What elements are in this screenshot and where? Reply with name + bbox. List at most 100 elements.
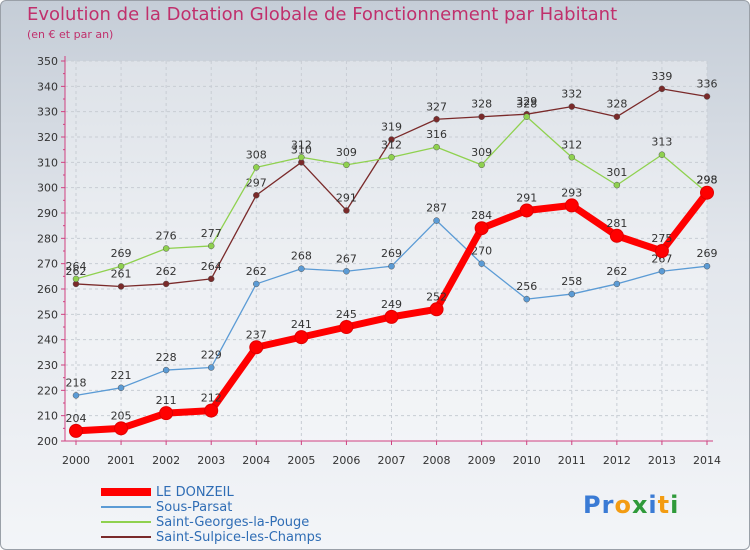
legend-label: Saint-Sulpice-les-Champs	[156, 530, 322, 545]
data-point	[294, 330, 309, 345]
y-tick-label: 240	[37, 334, 58, 347]
data-label: 308	[246, 148, 267, 161]
y-tick-label: 330	[37, 106, 58, 119]
data-label: 319	[381, 121, 402, 134]
data-point	[343, 268, 350, 275]
proxiti-logo: Proxiti	[583, 491, 679, 519]
x-tick-label: 2013	[648, 454, 676, 467]
data-point	[298, 154, 305, 161]
data-point	[658, 85, 666, 93]
data-label: 262	[66, 265, 87, 278]
data-label: 228	[156, 351, 177, 364]
legend-label: LE DONZEIL	[156, 485, 234, 500]
data-point	[162, 280, 170, 288]
x-tick-label: 2011	[558, 454, 586, 467]
data-label: 269	[381, 247, 402, 260]
data-point	[384, 309, 399, 324]
x-tick-label: 2012	[603, 454, 631, 467]
data-label: 218	[66, 376, 87, 389]
y-tick-label: 310	[37, 156, 58, 169]
data-point	[204, 403, 219, 418]
chart-subtitle: (en € et par an)	[27, 28, 114, 41]
data-point	[613, 181, 621, 189]
data-label: 249	[381, 298, 402, 311]
data-label: 221	[111, 369, 132, 382]
data-point	[568, 290, 576, 298]
data-label: 291	[516, 191, 537, 204]
y-tick-label: 290	[37, 207, 58, 220]
y-tick-label: 230	[37, 359, 58, 372]
data-label: 241	[291, 318, 312, 331]
logo-letter: i	[670, 491, 680, 519]
y-tick-label: 220	[37, 384, 58, 397]
x-tick-label: 2014	[693, 454, 721, 467]
data-label: 301	[606, 166, 627, 179]
x-tick-label: 2010	[513, 454, 541, 467]
data-label: 256	[516, 280, 537, 293]
data-label: 258	[561, 275, 582, 288]
data-label: 328	[471, 98, 492, 111]
data-point	[207, 242, 215, 250]
data-label: 269	[697, 247, 718, 260]
data-point	[253, 164, 260, 171]
data-label: 275	[651, 232, 672, 245]
data-point	[478, 113, 485, 120]
legend-swatch	[101, 536, 151, 538]
x-tick-label: 2009	[468, 454, 496, 467]
data-point	[519, 203, 534, 218]
data-label: 277	[201, 227, 222, 240]
data-label: 276	[156, 229, 177, 242]
chart-title: Evolution de la Dotation Globale de Fonc…	[27, 4, 618, 25]
data-label: 313	[651, 136, 672, 149]
data-label: 316	[426, 128, 447, 141]
legend-label: Saint-Georges-la-Pouge	[156, 515, 310, 530]
legend-swatch	[101, 488, 151, 496]
data-point	[568, 154, 576, 161]
data-label: 267	[336, 252, 357, 265]
data-point	[207, 275, 215, 283]
data-label: 269	[111, 247, 132, 260]
data-point	[72, 275, 80, 283]
data-label: 287	[426, 202, 447, 215]
data-point	[117, 262, 125, 270]
data-label: 312	[291, 138, 312, 151]
data-point	[654, 244, 669, 258]
data-label: 327	[426, 100, 447, 113]
data-label: 309	[336, 146, 357, 159]
data-point	[162, 366, 170, 374]
data-label: 205	[111, 409, 132, 422]
y-tick-label: 250	[37, 308, 58, 321]
data-label: 284	[471, 209, 492, 222]
y-tick-label: 280	[37, 232, 58, 245]
data-label: 332	[561, 88, 582, 101]
x-tick-label: 2005	[287, 454, 315, 467]
data-point	[117, 283, 125, 290]
legend-swatch	[101, 521, 151, 523]
data-point	[700, 185, 714, 200]
x-tick-label: 2000	[62, 454, 90, 467]
data-point	[568, 103, 576, 110]
data-point	[343, 207, 350, 214]
data-point	[339, 320, 354, 334]
data-label: 329	[516, 95, 537, 108]
data-point	[433, 116, 440, 123]
data-point	[478, 260, 485, 267]
data-label: 229	[201, 349, 222, 362]
data-point	[117, 384, 125, 392]
data-label: 245	[336, 308, 357, 321]
data-point	[69, 423, 83, 438]
data-label: 291	[336, 191, 357, 204]
x-tick-label: 2001	[107, 454, 135, 467]
y-tick-label: 340	[37, 80, 58, 93]
data-label: 270	[471, 245, 492, 258]
data-label: 204	[66, 412, 87, 425]
y-tick-label: 350	[37, 55, 58, 68]
data-point	[388, 154, 395, 161]
data-label: 281	[606, 217, 627, 230]
logo-letter: t	[657, 491, 671, 519]
data-point	[609, 228, 624, 243]
data-label: 211	[156, 394, 177, 407]
data-point	[429, 302, 444, 317]
